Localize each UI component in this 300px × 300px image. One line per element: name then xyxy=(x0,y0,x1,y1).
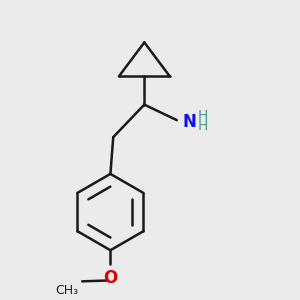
Text: H: H xyxy=(198,119,208,133)
Text: CH₃: CH₃ xyxy=(55,284,78,297)
Text: N: N xyxy=(182,112,197,130)
Text: O: O xyxy=(103,268,118,286)
Text: H: H xyxy=(198,109,208,123)
